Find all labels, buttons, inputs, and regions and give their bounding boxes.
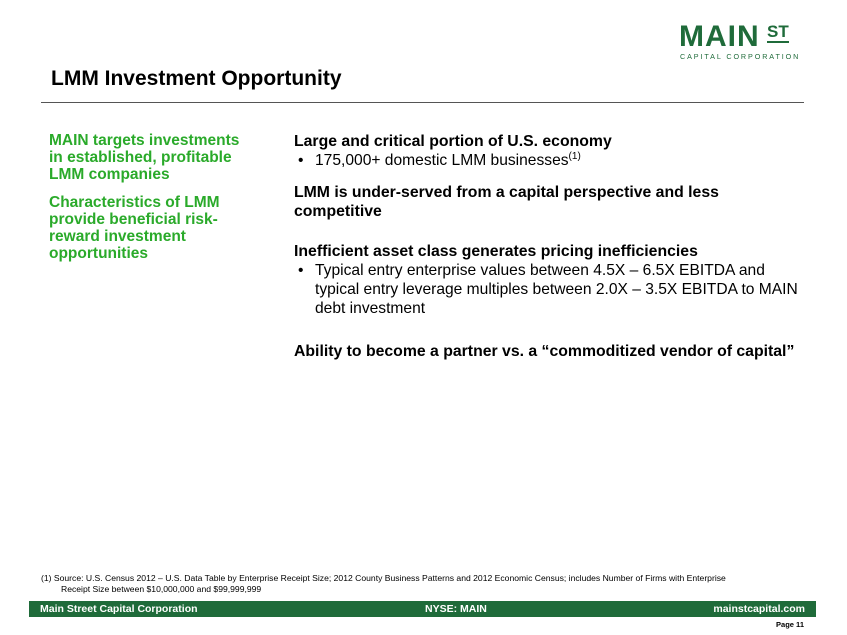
section-heading: LMM is under-served from a capital persp… [294, 184, 719, 220]
logo-st-text: ST [767, 22, 789, 43]
logo-subtitle: CAPITAL CORPORATION [680, 52, 801, 61]
right-column: Large and critical portion of U.S. econo… [294, 132, 804, 361]
footer-bar: Main Street Capital Corporation NYSE: MA… [29, 601, 816, 617]
section-heading: Ability to become a partner vs. a “commo… [294, 343, 795, 360]
bullet-list: 175,000+ domestic LMM businesses(1) [294, 151, 804, 170]
bullet-item: Typical entry enterprise values between … [294, 261, 804, 318]
section-heading: Inefficient asset class generates pricin… [294, 243, 698, 260]
logo-main-text: MAIN [679, 20, 760, 53]
bullet-text: Typical entry enterprise values between … [315, 262, 798, 317]
bullet-list: Typical entry enterprise values between … [294, 261, 804, 318]
page-number: Page 11 [776, 620, 804, 629]
left-item-characteristics: Characteristics of LMM provide beneficia… [49, 194, 220, 262]
left-item-targets: MAIN targets investments in established,… [49, 132, 240, 183]
footnote-ref: (1) [568, 151, 581, 162]
bullet-text: 175,000+ domestic LMM businesses [315, 152, 569, 169]
left-column: MAIN targets investments in established,… [49, 132, 249, 273]
footer-company: Main Street Capital Corporation [40, 603, 198, 615]
footnote: (1) Source: U.S. Census 2012 – U.S. Data… [41, 573, 811, 595]
section-heading: Large and critical portion of U.S. econo… [294, 133, 612, 150]
footnote-line: (1) Source: U.S. Census 2012 – U.S. Data… [41, 573, 726, 583]
bullet-item: 175,000+ domestic LMM businesses(1) [294, 151, 804, 170]
footnote-line: Receipt Size between $10,000,000 and $99… [61, 584, 262, 594]
footer-website: mainstcapital.com [713, 603, 805, 615]
page-title: LMM Investment Opportunity [51, 67, 342, 90]
section-inefficient: Inefficient asset class generates pricin… [294, 242, 804, 318]
title-divider [41, 102, 804, 103]
footer-ticker: NYSE: MAIN [425, 603, 487, 615]
section-under-served: LMM is under-served from a capital persp… [294, 183, 804, 221]
section-large-portion: Large and critical portion of U.S. econo… [294, 132, 804, 170]
section-partner: Ability to become a partner vs. a “commo… [294, 342, 804, 361]
main-street-logo: MAIN ST CAPITAL CORPORATION [679, 20, 801, 62]
